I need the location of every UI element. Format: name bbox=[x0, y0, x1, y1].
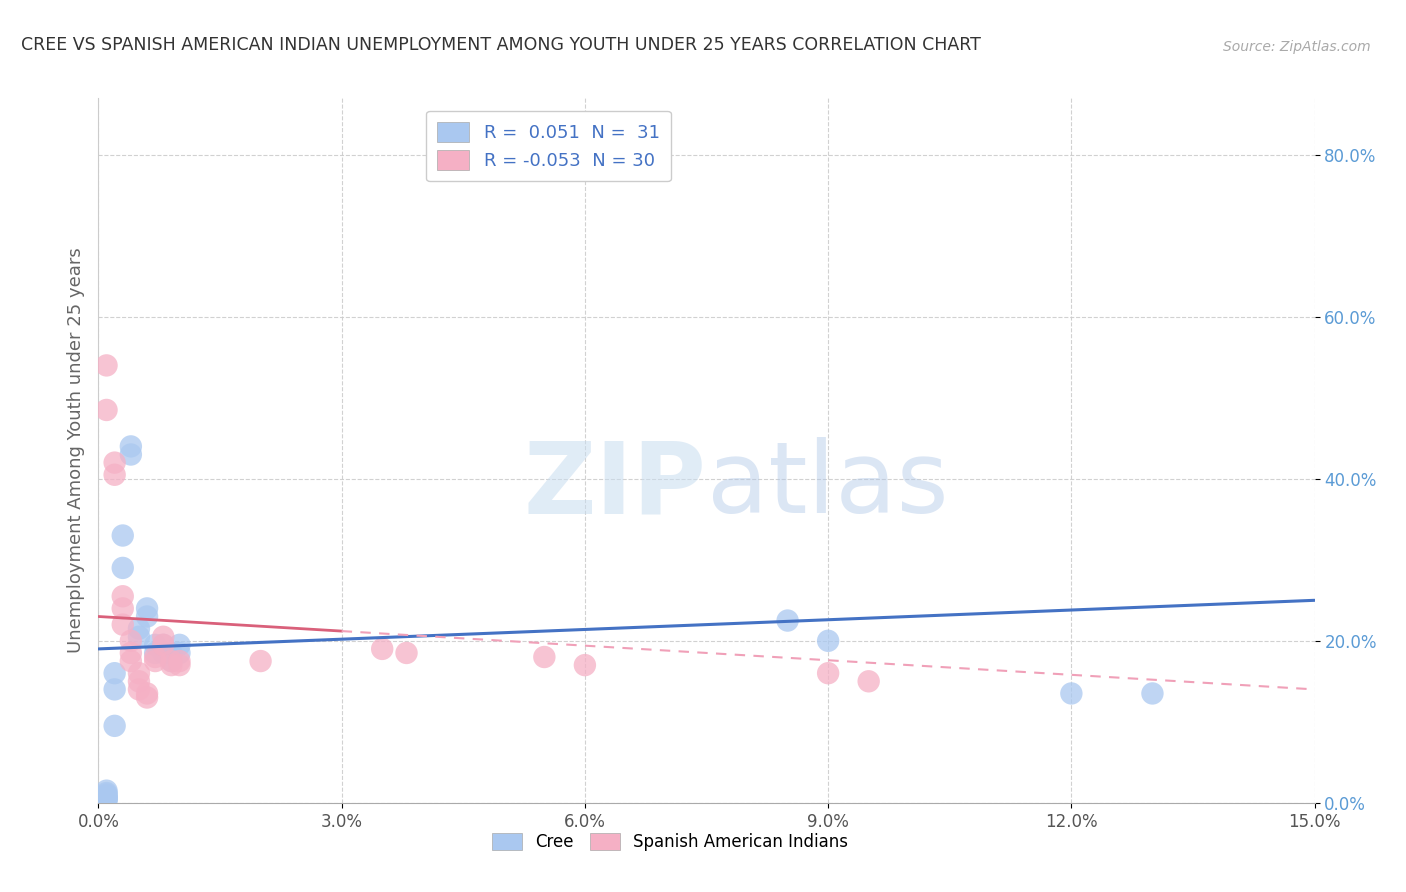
Point bbox=[152, 638, 174, 652]
Point bbox=[136, 690, 159, 705]
Point bbox=[96, 783, 118, 797]
Point bbox=[395, 646, 418, 660]
Point bbox=[104, 456, 127, 470]
Point bbox=[152, 630, 174, 644]
Point bbox=[96, 359, 118, 373]
Point bbox=[160, 654, 183, 668]
Point bbox=[128, 630, 150, 644]
Point bbox=[817, 666, 839, 681]
Point bbox=[96, 788, 118, 802]
Point bbox=[136, 601, 159, 615]
Point bbox=[111, 601, 134, 615]
Text: atlas: atlas bbox=[707, 437, 948, 534]
Point bbox=[371, 641, 394, 656]
Point bbox=[143, 638, 166, 652]
Point bbox=[120, 448, 142, 462]
Point bbox=[104, 719, 127, 733]
Point bbox=[169, 638, 191, 652]
Point bbox=[169, 646, 191, 660]
Point bbox=[120, 654, 142, 668]
Point bbox=[111, 617, 134, 632]
Point bbox=[169, 658, 191, 673]
Point bbox=[104, 682, 127, 697]
Point bbox=[96, 789, 118, 804]
Point bbox=[96, 786, 118, 800]
Text: Source: ZipAtlas.com: Source: ZipAtlas.com bbox=[1223, 39, 1371, 54]
Point bbox=[96, 793, 118, 807]
Point bbox=[111, 528, 134, 542]
Text: ZIP: ZIP bbox=[523, 437, 707, 534]
Point bbox=[249, 654, 271, 668]
Point bbox=[858, 674, 880, 689]
Point bbox=[128, 666, 150, 681]
Point bbox=[120, 646, 142, 660]
Point bbox=[96, 791, 118, 805]
Text: CREE VS SPANISH AMERICAN INDIAN UNEMPLOYMENT AMONG YOUTH UNDER 25 YEARS CORRELAT: CREE VS SPANISH AMERICAN INDIAN UNEMPLOY… bbox=[21, 36, 981, 54]
Legend: Cree, Spanish American Indians: Cree, Spanish American Indians bbox=[485, 826, 855, 858]
Point bbox=[160, 654, 183, 668]
Point bbox=[96, 791, 118, 805]
Point bbox=[104, 666, 127, 681]
Point bbox=[128, 674, 150, 689]
Point bbox=[128, 622, 150, 636]
Point bbox=[128, 682, 150, 697]
Point bbox=[152, 638, 174, 652]
Point bbox=[533, 650, 555, 665]
Point bbox=[1060, 686, 1083, 700]
Point bbox=[143, 646, 166, 660]
Point bbox=[143, 654, 166, 668]
Y-axis label: Unemployment Among Youth under 25 years: Unemployment Among Youth under 25 years bbox=[66, 248, 84, 653]
Point bbox=[1142, 686, 1164, 700]
Point bbox=[136, 686, 159, 700]
Point bbox=[111, 589, 134, 603]
Point bbox=[817, 633, 839, 648]
Point bbox=[160, 658, 183, 673]
Point bbox=[143, 650, 166, 665]
Point bbox=[160, 646, 183, 660]
Point bbox=[96, 792, 118, 806]
Point bbox=[104, 467, 127, 482]
Point bbox=[96, 403, 118, 417]
Point bbox=[776, 614, 799, 628]
Point bbox=[152, 646, 174, 660]
Point bbox=[169, 654, 191, 668]
Point bbox=[120, 439, 142, 453]
Point bbox=[574, 658, 596, 673]
Point bbox=[120, 633, 142, 648]
Point bbox=[136, 609, 159, 624]
Point bbox=[111, 561, 134, 575]
